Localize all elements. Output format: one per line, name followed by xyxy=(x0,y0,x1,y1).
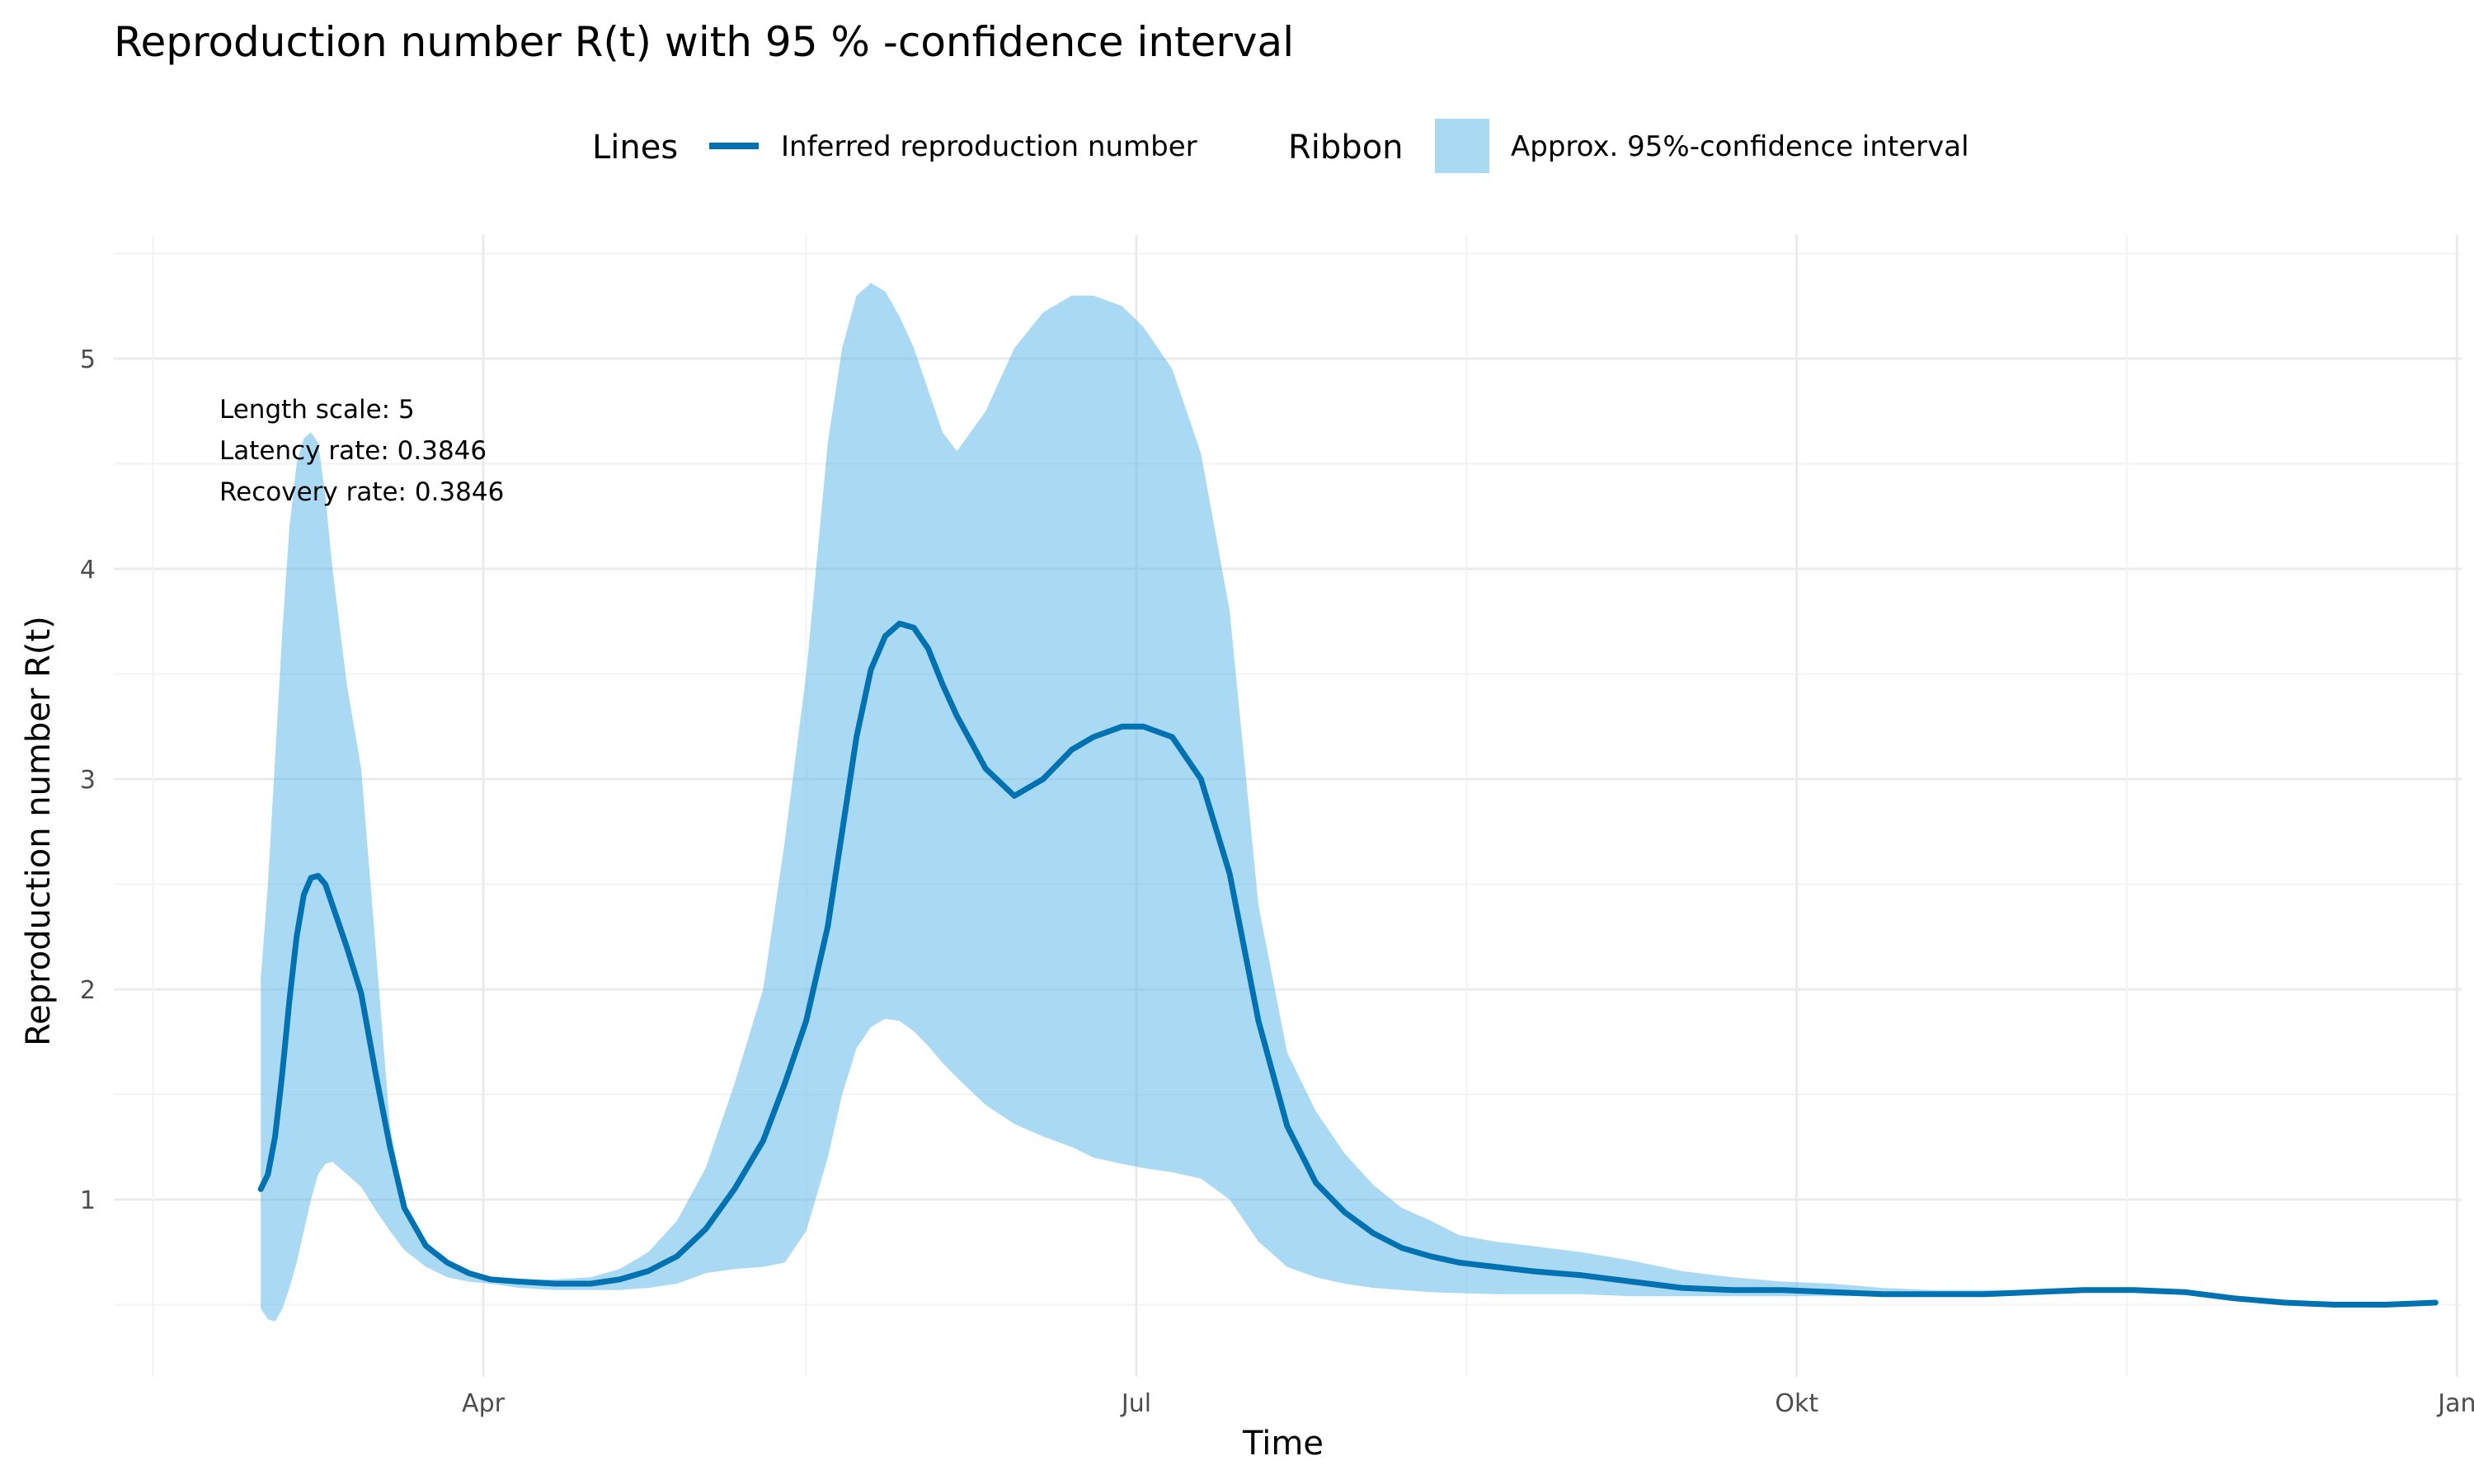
reproduction-number-line xyxy=(257,620,2439,1308)
y-axis-title: Reproduction number R(t) xyxy=(20,616,58,1046)
x-tick-label: Okt xyxy=(1775,1389,1818,1418)
y-tick-label: 1 xyxy=(80,1186,96,1215)
confidence-ribbon xyxy=(261,283,2436,1322)
ribbon-layer xyxy=(261,283,2436,1322)
annotation-length-scale: Length scale: 5 xyxy=(219,395,415,425)
y-tick-label: 5 xyxy=(80,345,96,374)
chart-title: Reproduction number R(t) with 95 % -conf… xyxy=(114,18,1294,66)
annotation-box: Length scale: 5 Latency rate: 0.3846 Rec… xyxy=(219,395,504,507)
x-tick-label: Jul xyxy=(1120,1389,1151,1418)
y-axis-ticks: 1 2 3 4 5 xyxy=(80,345,96,1215)
x-axis-ticks: Apr Jul Okt Jan xyxy=(462,1389,2474,1418)
annotation-recovery-rate: Recovery rate: 0.3846 xyxy=(219,477,504,507)
annotation-latency-rate: Latency rate: 0.3846 xyxy=(219,436,487,466)
y-tick-label: 4 xyxy=(80,556,96,585)
x-axis-title: Time xyxy=(1242,1425,1324,1463)
x-tick-label: Jan xyxy=(2436,1389,2474,1418)
legend: Lines Inferred reproduction number Ribbo… xyxy=(592,119,1969,173)
x-tick-label: Apr xyxy=(462,1389,506,1418)
legend-lines-label: Inferred reproduction number xyxy=(781,130,1197,163)
y-tick-label: 2 xyxy=(80,976,96,1005)
legend-ribbon-swatch xyxy=(1435,119,1489,173)
legend-lines-title: Lines xyxy=(592,129,678,167)
legend-ribbon-label: Approx. 95%-confidence interval xyxy=(1511,130,1969,163)
y-tick-label: 3 xyxy=(80,766,96,795)
legend-ribbon-title: Ribbon xyxy=(1288,129,1404,167)
line-layer xyxy=(257,620,2439,1308)
